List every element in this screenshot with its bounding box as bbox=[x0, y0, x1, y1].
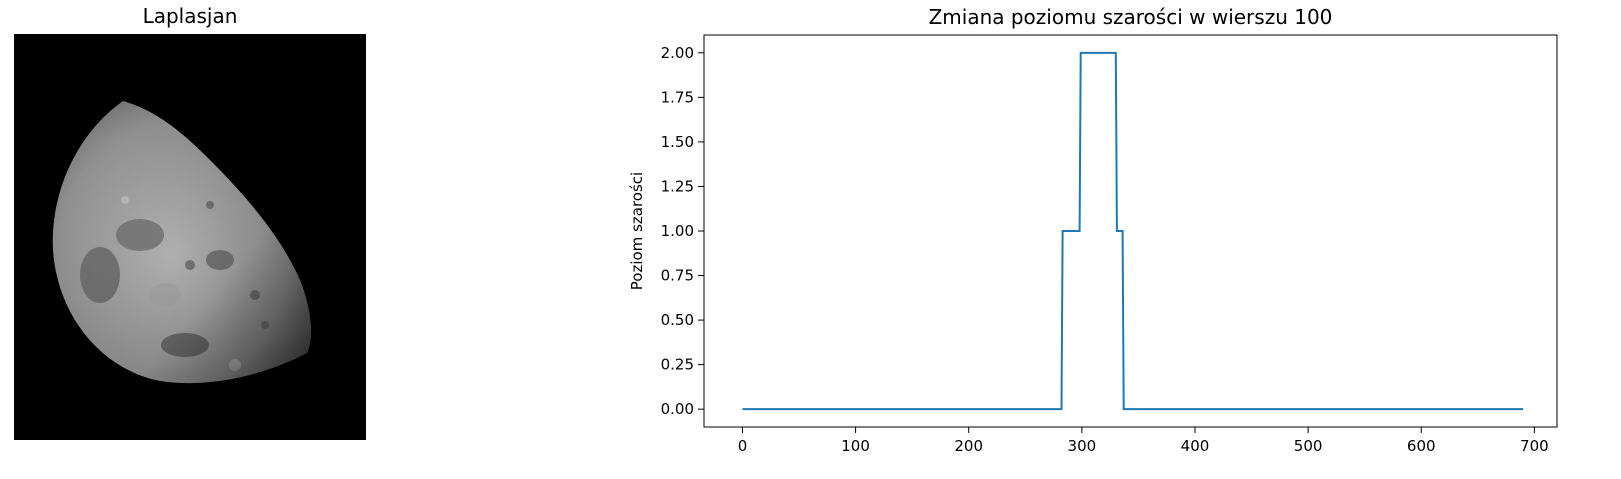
y-tick-label: 0.00 bbox=[661, 400, 694, 418]
y-axis-title: Poziom szarości bbox=[628, 172, 646, 290]
image-panel-title: Laplasjan bbox=[142, 4, 238, 28]
y-tick-label: 0.75 bbox=[661, 267, 694, 285]
x-tick-label: 700 bbox=[1520, 437, 1549, 455]
y-tick-label: 0.25 bbox=[661, 356, 694, 374]
x-tick-label: 200 bbox=[954, 437, 983, 455]
x-tick-label: 300 bbox=[1068, 437, 1097, 455]
x-tick-label: 400 bbox=[1181, 437, 1210, 455]
x-tick-label: 600 bbox=[1407, 437, 1436, 455]
y-tick-label: 1.50 bbox=[661, 133, 694, 151]
y-tick-label: 1.75 bbox=[661, 88, 694, 106]
x-axis: 0 100 200 300 400 500 600 700 bbox=[738, 427, 1549, 455]
x-tick-label: 500 bbox=[1294, 437, 1323, 455]
plot-frame bbox=[703, 34, 1558, 428]
y-tick-label: 0.50 bbox=[661, 311, 694, 329]
x-tick-label: 0 bbox=[738, 437, 748, 455]
laplacian-moon-image bbox=[14, 34, 366, 440]
y-tick-label: 1.25 bbox=[661, 177, 694, 195]
y-tick-label: 1.00 bbox=[661, 222, 694, 240]
x-tick-label: 100 bbox=[841, 437, 870, 455]
chart-title: Zmiana poziomu szarości w wierszu 100 bbox=[929, 5, 1333, 29]
y-axis: 0.00 0.25 0.50 0.75 1.00 1.25 1.50 1.75 2.00 bbox=[661, 44, 704, 418]
y-tick-label: 2.00 bbox=[661, 44, 694, 62]
series-line bbox=[742, 51, 1524, 411]
